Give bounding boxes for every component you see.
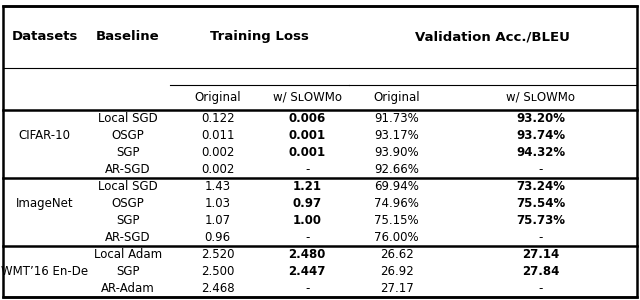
- Text: w/ SʟOWMᴏ: w/ SʟOWMᴏ: [506, 91, 575, 104]
- Text: 91.73%: 91.73%: [374, 112, 419, 124]
- Text: 1.21: 1.21: [292, 180, 322, 193]
- Text: Local SGD: Local SGD: [98, 112, 158, 124]
- Text: 76.00%: 76.00%: [374, 231, 419, 244]
- Text: Training Loss: Training Loss: [210, 30, 308, 43]
- Text: 0.002: 0.002: [201, 163, 234, 176]
- Text: Validation Acc./BLEU: Validation Acc./BLEU: [415, 30, 570, 43]
- Text: 26.92: 26.92: [380, 265, 413, 278]
- Text: 27.14: 27.14: [522, 248, 559, 261]
- Text: 27.17: 27.17: [380, 282, 413, 295]
- Text: -: -: [305, 231, 309, 244]
- Text: 0.001: 0.001: [289, 129, 326, 142]
- Text: -: -: [539, 163, 543, 176]
- Text: 75.73%: 75.73%: [516, 214, 565, 227]
- Text: CIFAR-10: CIFAR-10: [19, 129, 71, 142]
- Text: SGP: SGP: [116, 214, 140, 227]
- Text: 0.96: 0.96: [205, 231, 230, 244]
- Text: OSGP: OSGP: [111, 197, 145, 210]
- Text: 75.54%: 75.54%: [516, 197, 565, 210]
- Text: 0.001: 0.001: [289, 146, 326, 159]
- Text: WMT’16 En-De: WMT’16 En-De: [1, 265, 88, 278]
- Text: 2.447: 2.447: [289, 265, 326, 278]
- Text: 93.17%: 93.17%: [374, 129, 419, 142]
- Text: 2.468: 2.468: [201, 282, 234, 295]
- Text: 0.006: 0.006: [289, 112, 326, 124]
- Text: 73.24%: 73.24%: [516, 180, 565, 193]
- Text: 27.84: 27.84: [522, 265, 559, 278]
- Text: 93.74%: 93.74%: [516, 129, 565, 142]
- Text: 1.03: 1.03: [205, 197, 230, 210]
- Text: 94.32%: 94.32%: [516, 146, 565, 159]
- Text: Local SGD: Local SGD: [98, 180, 158, 193]
- Text: SGP: SGP: [116, 146, 140, 159]
- Text: -: -: [305, 163, 309, 176]
- Text: -: -: [539, 231, 543, 244]
- Text: -: -: [305, 282, 309, 295]
- Text: 69.94%: 69.94%: [374, 180, 419, 193]
- Text: SGP: SGP: [116, 265, 140, 278]
- Text: 26.62: 26.62: [380, 248, 413, 261]
- Text: Baseline: Baseline: [96, 30, 160, 43]
- Text: AR-SGD: AR-SGD: [105, 163, 151, 176]
- Text: 2.480: 2.480: [289, 248, 326, 261]
- Text: 0.011: 0.011: [201, 129, 234, 142]
- Text: AR-Adam: AR-Adam: [101, 282, 155, 295]
- Text: 92.66%: 92.66%: [374, 163, 419, 176]
- Text: 1.43: 1.43: [205, 180, 230, 193]
- Text: 0.97: 0.97: [292, 197, 322, 210]
- Text: Datasets: Datasets: [12, 30, 78, 43]
- Text: 0.002: 0.002: [201, 146, 234, 159]
- Text: 2.500: 2.500: [201, 265, 234, 278]
- Text: 75.15%: 75.15%: [374, 214, 419, 227]
- Text: -: -: [539, 282, 543, 295]
- Text: 93.90%: 93.90%: [374, 146, 419, 159]
- Text: 93.20%: 93.20%: [516, 112, 565, 124]
- Text: Original: Original: [195, 91, 241, 104]
- Text: w/ SʟOWMᴏ: w/ SʟOWMᴏ: [273, 91, 342, 104]
- Text: 2.520: 2.520: [201, 248, 234, 261]
- Text: ImageNet: ImageNet: [16, 197, 74, 210]
- Text: 74.96%: 74.96%: [374, 197, 419, 210]
- Text: Original: Original: [374, 91, 420, 104]
- Text: AR-SGD: AR-SGD: [105, 231, 151, 244]
- Text: 0.122: 0.122: [201, 112, 234, 124]
- Text: 1.00: 1.00: [292, 214, 322, 227]
- Text: 1.07: 1.07: [205, 214, 230, 227]
- Text: Local Adam: Local Adam: [94, 248, 162, 261]
- Text: OSGP: OSGP: [111, 129, 145, 142]
